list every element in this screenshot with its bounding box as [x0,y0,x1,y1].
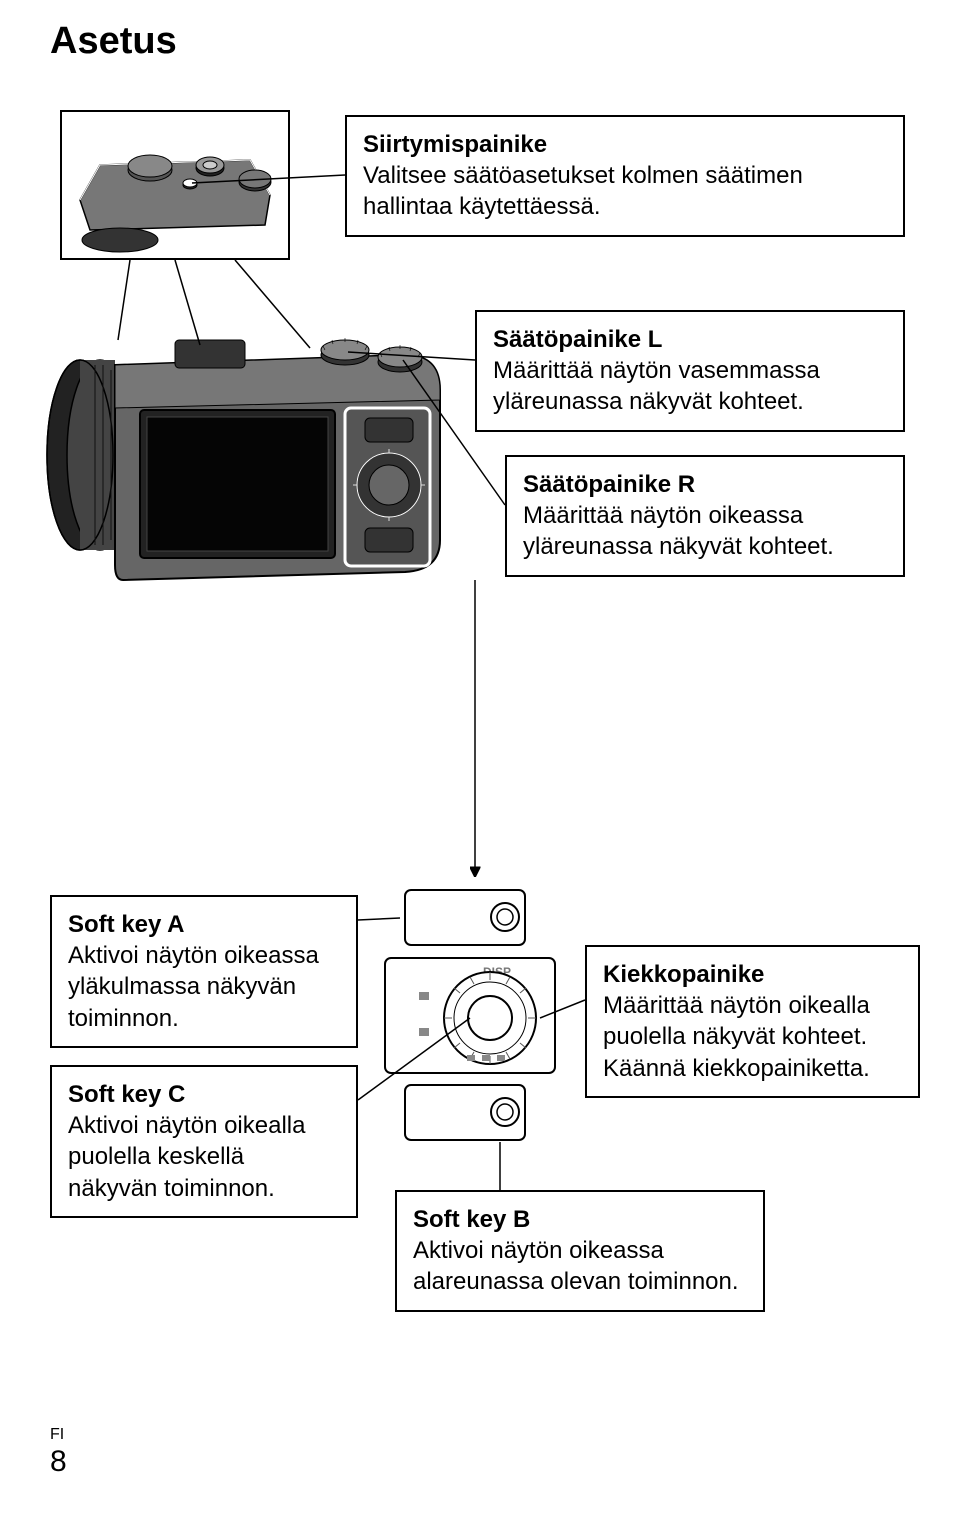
page-footer: FI 8 [50,1425,67,1480]
footer-page-number: 8 [50,1444,67,1480]
footer-lang: FI [50,1425,67,1444]
leader-lines [0,0,960,1516]
